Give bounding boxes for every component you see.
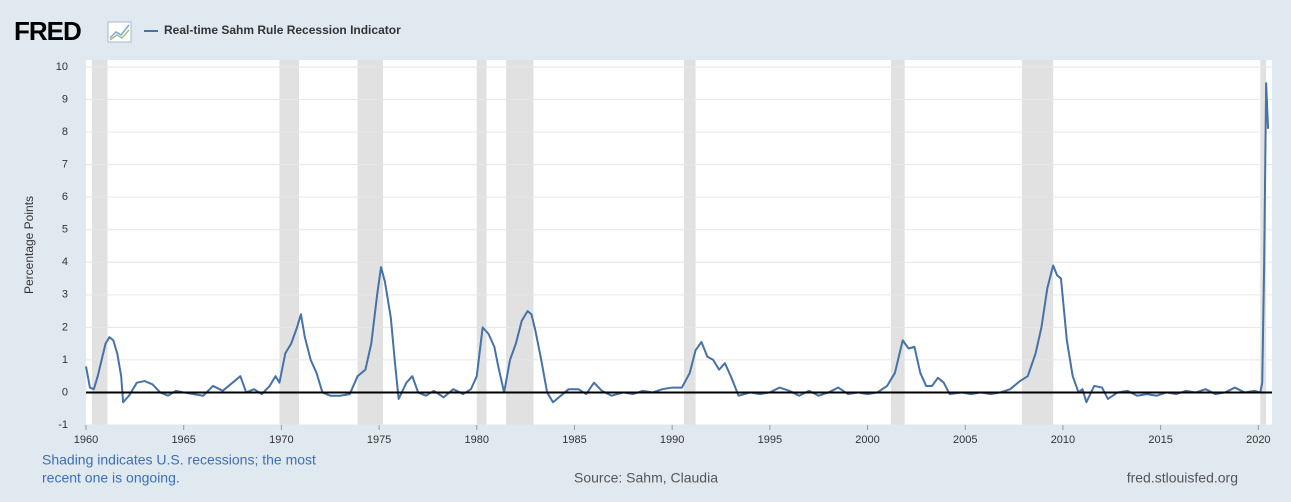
brand-logo: FRED [14,16,81,46]
y-tick-label: 5 [62,224,68,236]
recession-band [1021,60,1054,425]
y-tick-label: 8 [62,126,68,138]
y-tick-label: 1 [62,354,68,366]
y-tick-label: 0 [62,386,68,398]
x-tick-label: 1975 [367,434,391,446]
recession-band [1260,60,1267,425]
x-tick-label: 1995 [758,434,782,446]
x-tick-label: 1970 [269,434,293,446]
x-tick-label: 2020 [1246,434,1270,446]
x-tick-label: 2005 [953,434,977,446]
y-tick-label: 2 [62,321,68,333]
y-tick-label: -1 [58,419,68,431]
x-tick-label: 2010 [1051,434,1075,446]
plot-area [86,60,1272,425]
y-tick-label: 4 [62,256,68,268]
recession-band [683,60,696,425]
recession-band [91,60,108,425]
y-tick-label: 10 [56,61,68,73]
x-tick-label: 1980 [465,434,489,446]
recession-band [890,60,905,425]
legend-label: Real-time Sahm Rule Recession Indicator [164,23,401,37]
site-url: fred.stlouisfed.org [1127,470,1238,486]
x-tick-label: 2000 [855,434,879,446]
x-tick-label: 1990 [660,434,684,446]
x-tick-label: 1985 [562,434,586,446]
recession-band [357,60,383,425]
note-line: recent one is ongoing. [42,470,180,486]
x-tick-label: 2015 [1148,434,1172,446]
data-layer [85,82,1272,404]
x-tick-label: 1960 [74,434,98,446]
y-tick-label: 9 [62,93,68,105]
brand-icon [107,21,132,43]
y-tick-label: 3 [62,289,68,301]
y-axis-label: Percentage Points [22,196,36,294]
y-tick-label: 7 [62,159,68,171]
source: Source: Sahm, Claudia [574,470,718,486]
x-tick-label: 1965 [171,434,195,446]
recession-band [506,60,534,425]
note-line: Shading indicates U.S. recessions; the m… [42,452,316,468]
y-tick-label: 6 [62,191,68,203]
recession-band [476,60,487,425]
